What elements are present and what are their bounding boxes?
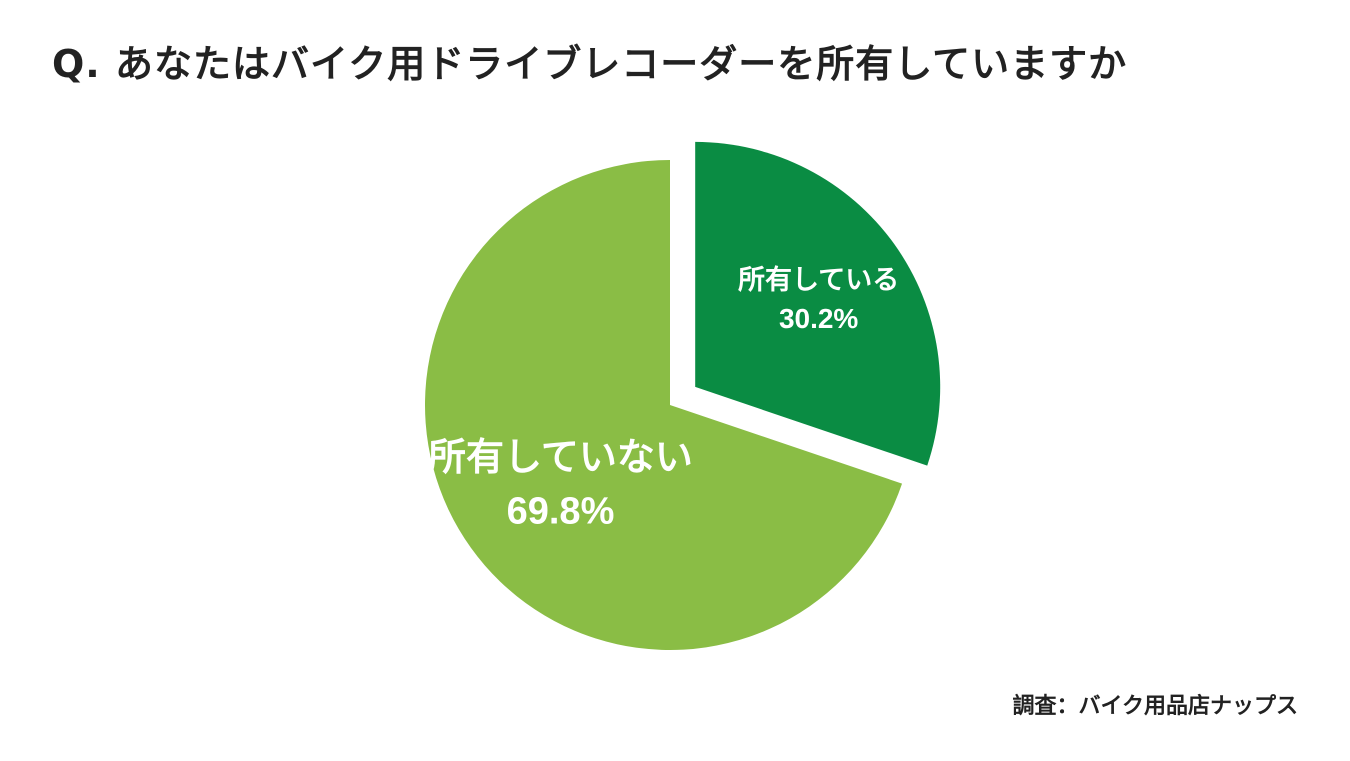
slice-value-label-1: 30.2% (779, 303, 858, 334)
pie-slices (425, 141, 941, 650)
slice-category-label-2: 所有していない (428, 435, 693, 479)
chart-title: Q. あなたはバイク用ドライブレコーダーを所有していますか (52, 42, 1128, 86)
slice-value-label-2: 69.8% (507, 490, 615, 532)
pie-slice-1 (695, 141, 941, 466)
source-note: 調査：バイク用品店ナップス (1012, 694, 1298, 719)
pie-labels: 所有している 30.2% 所有していない 69.8% (428, 265, 899, 532)
pie-slice-2 (425, 160, 903, 650)
slice-category-label-1: 所有している (738, 265, 899, 296)
